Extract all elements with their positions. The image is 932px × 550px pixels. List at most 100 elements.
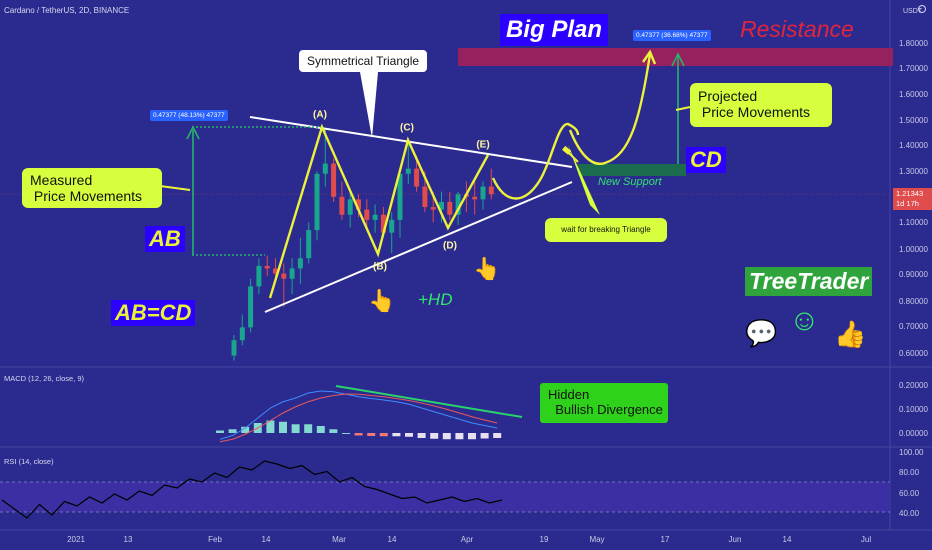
- symmetrical-triangle-callout: Symmetrical Triangle: [299, 50, 428, 72]
- price-tick: 1.10000: [899, 218, 928, 227]
- price-tick: 1.50000: [899, 116, 928, 125]
- candle-body: [405, 168, 411, 174]
- candle-body: [389, 219, 395, 233]
- macd-tick: 0.20000: [899, 381, 928, 390]
- candle-body: [322, 163, 328, 174]
- macd-label[interactable]: MACD (12, 26, close, 9): [4, 374, 85, 383]
- rsi-tick: 40.00: [899, 509, 920, 518]
- macd-hist-bar: [342, 433, 350, 434]
- candle-body: [248, 286, 254, 328]
- candle-body: [239, 327, 245, 341]
- triangle-lower-line: [264, 181, 573, 313]
- point-c-label: (C): [400, 122, 414, 134]
- candle-body: [364, 209, 370, 220]
- macd-hist-bar: [417, 433, 426, 438]
- cd-range-info: 0.47377 (36.68%) 47377: [633, 30, 711, 41]
- macd-hist-bar: [468, 433, 476, 440]
- speech-bubble-icon: 💬: [745, 318, 778, 348]
- candle-body: [380, 214, 386, 233]
- thumbs-up-icon: 👍: [834, 319, 867, 349]
- rsi-tick: 100.00: [899, 448, 924, 457]
- point-d-label: (D): [443, 240, 457, 252]
- macd-hist-bar: [291, 424, 300, 433]
- big-plan-label: Big Plan: [500, 14, 609, 46]
- candle-body: [447, 201, 453, 215]
- macd-hist-bar: [316, 426, 325, 433]
- candle-body: [347, 199, 353, 215]
- new-support-label: New Support: [598, 176, 662, 188]
- candle-countdown: 1d 17h: [896, 199, 919, 208]
- price-tick: 0.90000: [899, 270, 928, 279]
- date-tick: Jun: [728, 535, 742, 544]
- new-support-zone: [578, 164, 686, 176]
- ab-equals-cd-label: AB=CD: [111, 300, 196, 326]
- date-tick: May: [589, 535, 605, 544]
- cd-range-arrow: [671, 52, 685, 67]
- candle-body: [264, 265, 270, 269]
- price-tick: 0.60000: [899, 349, 928, 358]
- rsi-tick: 60.00: [899, 489, 920, 498]
- point-a-label: (A): [313, 109, 327, 121]
- currency-label: USDT: [903, 8, 923, 15]
- candle-body: [331, 163, 337, 197]
- date-tick: 13: [123, 535, 133, 544]
- macd-hist-bar: [379, 433, 388, 437]
- ab-label: AB: [145, 226, 185, 252]
- candle-body: [397, 173, 403, 220]
- price-tick: 0.80000: [899, 297, 928, 306]
- candle-body: [297, 258, 303, 269]
- candle-body: [306, 230, 312, 259]
- macd-tick: 0.00000: [899, 429, 928, 438]
- triangle-upper-line: [249, 116, 573, 168]
- macd-hist-bar: [455, 433, 464, 440]
- projected-callout: Projected Price Movements: [690, 83, 832, 127]
- macd-hist-bar: [279, 421, 287, 433]
- date-tick: Mar: [332, 535, 346, 544]
- ab-range-arrow: [186, 125, 200, 140]
- smile-icon: ☺: [789, 304, 820, 337]
- candle-body: [455, 194, 461, 215]
- projection-arrow-head: [642, 49, 657, 65]
- date-tick: 14: [261, 535, 271, 544]
- resistance-label: Resistance: [740, 16, 854, 42]
- settings-icon[interactable]: [918, 5, 926, 13]
- candle-body: [339, 196, 345, 215]
- candle-body: [439, 201, 444, 210]
- date-tick: 14: [387, 535, 397, 544]
- price-tick: 1.80000: [899, 39, 928, 48]
- macd-hist-bar: [304, 424, 313, 433]
- measured-callout-arrow: [159, 185, 191, 191]
- macd-signal-line: [219, 393, 498, 443]
- price-tick: 1.60000: [899, 90, 928, 99]
- macd-hist-bar: [493, 433, 502, 438]
- candle-body: [281, 273, 287, 279]
- point-b-label: (B): [373, 261, 387, 273]
- macd-hist-bar: [216, 430, 224, 433]
- candle-body: [256, 265, 262, 287]
- hd-label: +HD: [418, 290, 453, 309]
- price-tick: 1.30000: [899, 167, 928, 176]
- rsi-label[interactable]: RSI (14, close): [4, 457, 54, 466]
- macd-hist-bar: [266, 420, 275, 433]
- price-tick: 1.70000: [899, 64, 928, 73]
- wait-callout-pointer: [568, 145, 600, 215]
- triangle-callout-pointer: [360, 72, 378, 138]
- projected-callout-arrow: [675, 106, 691, 111]
- macd-hist-bar: [430, 433, 439, 439]
- date-tick: Apr: [460, 535, 474, 544]
- candle-body: [472, 196, 478, 200]
- macd-hist-bar: [392, 433, 401, 437]
- hidden-divergence-callout: Hidden Bullish Divergence: [540, 383, 668, 423]
- cd-label: CD: [686, 147, 726, 173]
- rsi-line: [1, 460, 503, 519]
- candle-body: [430, 207, 436, 210]
- macd-hist-bar: [442, 433, 451, 440]
- macd-hist-bar: [329, 429, 338, 433]
- projection-curve-2: [568, 53, 652, 166]
- ab-range-info: 0.47377 (48.13%) 47377: [150, 110, 228, 121]
- macd-hist-bar: [228, 429, 237, 433]
- divergence-line: [335, 385, 523, 418]
- candle-body: [231, 340, 237, 356]
